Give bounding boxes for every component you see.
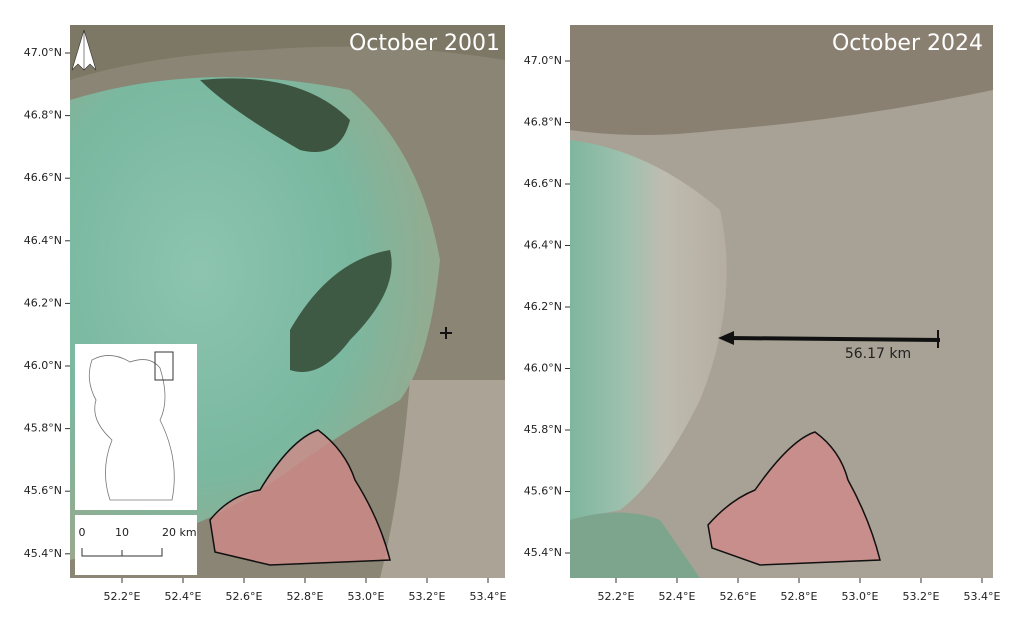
lon-label: 52.2°E xyxy=(598,590,635,603)
lat-label: 46.0°N xyxy=(524,362,562,375)
scale-label: 20 km xyxy=(162,526,197,539)
lon-label: 52.8°E xyxy=(781,590,818,603)
lon-label: 53.2°E xyxy=(409,590,446,603)
lon-label: 52.8°E xyxy=(287,590,324,603)
lon-label: 52.4°E xyxy=(659,590,696,603)
lat-label: 46.6°N xyxy=(24,171,62,184)
lon-label: 53.0°E xyxy=(348,590,385,603)
lat-label: 45.8°N xyxy=(24,422,62,435)
lon-label: 53.4°E xyxy=(470,590,507,603)
lat-label: 46.6°N xyxy=(524,177,562,190)
lon-label: 53.0°E xyxy=(842,590,879,603)
lat-label: 46.4°N xyxy=(24,234,62,247)
lat-label: 47.0°N xyxy=(524,54,562,67)
scale-label: 0 xyxy=(79,526,86,539)
lat-label: 46.8°N xyxy=(524,116,562,129)
lat-label: 45.8°N xyxy=(524,423,562,436)
map-2024 xyxy=(570,25,993,578)
lat-label: 46.2°N xyxy=(24,296,62,309)
distance-label: 56.17 km xyxy=(845,346,911,362)
map-2001 xyxy=(70,25,505,578)
lat-label: 46.2°N xyxy=(524,300,562,313)
lat-label: 47.0°N xyxy=(24,46,62,59)
lat-label: 45.6°N xyxy=(24,484,62,497)
lon-label: 53.2°E xyxy=(903,590,940,603)
lat-label: 45.4°N xyxy=(524,546,562,559)
panel-title: October 2001 xyxy=(349,31,500,56)
lat-label: 45.6°N xyxy=(524,485,562,498)
lon-label: 52.6°E xyxy=(720,590,757,603)
lat-label: 46.8°N xyxy=(24,109,62,122)
panel-title: October 2024 xyxy=(832,31,983,56)
lon-label: 52.6°E xyxy=(226,590,263,603)
lat-label: 45.4°N xyxy=(24,547,62,560)
lon-label: 52.4°E xyxy=(165,590,202,603)
lon-label: 53.4°E xyxy=(964,590,1001,603)
scale-label: 10 xyxy=(115,526,129,539)
lat-label: 46.0°N xyxy=(24,359,62,372)
lat-label: 46.4°N xyxy=(524,239,562,252)
lon-label: 52.2°E xyxy=(104,590,141,603)
